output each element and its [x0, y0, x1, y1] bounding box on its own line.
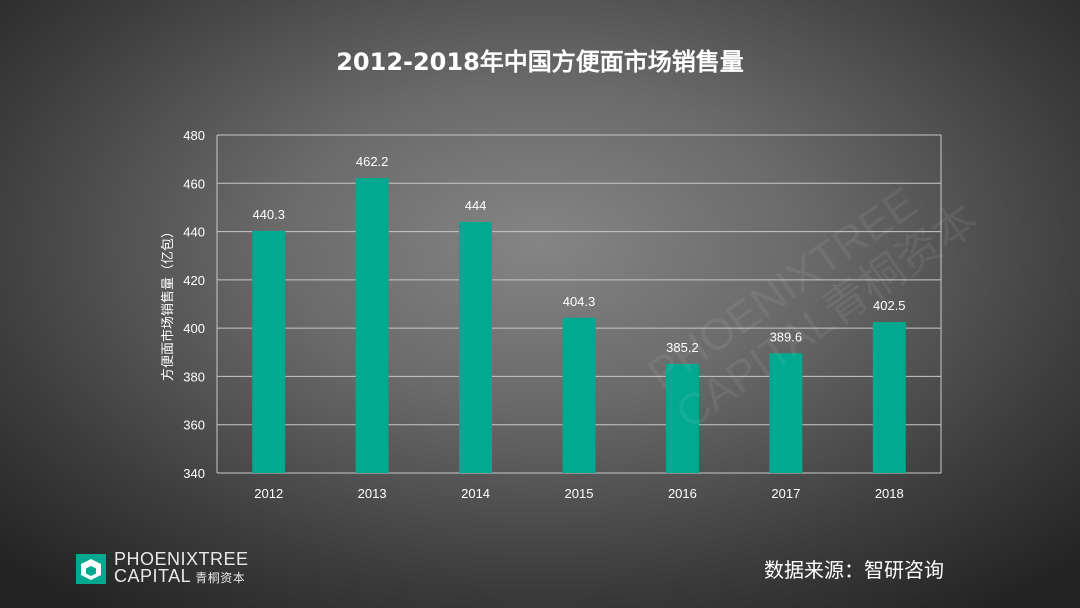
- x-tick-label-2016: 2016: [668, 486, 697, 501]
- bar-2016: [665, 363, 699, 473]
- data-label-2017: 389.6: [770, 329, 803, 344]
- data-label-2018: 402.5: [873, 298, 906, 313]
- data-label-2012: 440.3: [252, 207, 285, 222]
- bar-2013: [355, 177, 389, 473]
- bar-2017: [769, 353, 803, 473]
- data-label-2013: 462.2: [356, 154, 389, 169]
- label-layer: 340 360 380 400 420 440 460 480 440.3 2012 462.2 20…: [183, 128, 905, 501]
- y-tick-label: 460: [183, 176, 205, 191]
- y-axis-label: 方便面市场销售量（亿包）: [160, 225, 176, 381]
- y-tick-label: 420: [183, 273, 205, 288]
- bar-2018: [872, 322, 906, 473]
- y-tick-label: 440: [183, 225, 205, 240]
- bar-2012: [252, 230, 286, 473]
- data-label-2015: 404.3: [563, 294, 596, 309]
- bar-2015: [562, 317, 596, 473]
- phoenixtree-logo-icon: [76, 554, 106, 584]
- logo-text-cn: 青桐资本: [195, 571, 246, 585]
- x-tick-label-2018: 2018: [875, 486, 904, 501]
- x-tick-label-2017: 2017: [771, 486, 800, 501]
- bar-layer: [252, 177, 906, 473]
- y-tick-label: 480: [183, 128, 205, 143]
- y-tick-label: 340: [183, 466, 205, 481]
- x-tick-label-2012: 2012: [254, 486, 283, 501]
- x-tick-label-2015: 2015: [565, 486, 594, 501]
- y-tick-label: 400: [183, 321, 205, 336]
- logo: PHOENIXTREE CAPITAL 青桐资本: [76, 550, 249, 588]
- y-tick-label: 380: [183, 369, 205, 384]
- bar-2014: [459, 221, 493, 473]
- data-label-2016: 385.2: [666, 340, 699, 355]
- y-tick-label: 360: [183, 418, 205, 433]
- chart-title: 2012-2018年中国方便面市场销售量: [336, 48, 744, 76]
- logo-text-line2: CAPITAL: [114, 566, 192, 586]
- x-tick-label-2013: 2013: [358, 486, 387, 501]
- source-note: 数据来源：智研咨询: [764, 558, 944, 582]
- x-tick-label-2014: 2014: [461, 486, 490, 501]
- logo-text-line1: PHOENIXTREE: [114, 549, 249, 569]
- data-label-2014: 444: [465, 198, 487, 213]
